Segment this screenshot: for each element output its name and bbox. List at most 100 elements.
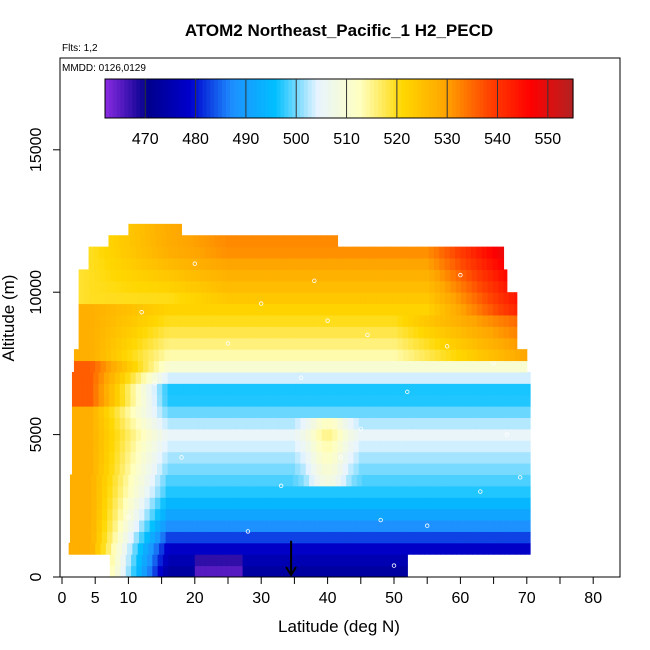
heatmap-cell [128, 485, 135, 498]
colorbar-segment [311, 79, 317, 118]
colorbar-segment [190, 79, 196, 118]
heatmap-cell [186, 485, 193, 498]
heatmap-cell [255, 485, 262, 498]
heatmap-cell [419, 360, 426, 373]
heatmap-cell [296, 326, 303, 339]
heatmap-cell [206, 542, 213, 555]
heatmap-cell [73, 349, 80, 362]
heatmap-cell [417, 258, 424, 270]
heatmap-cell [273, 440, 280, 453]
heatmap-cell [257, 428, 264, 441]
heatmap-cell [411, 440, 418, 453]
heatmap-cell [518, 440, 524, 453]
heatmap-cell [254, 349, 261, 362]
heatmap-cell [227, 292, 234, 305]
heatmap-cell [397, 337, 404, 350]
heatmap-cell [77, 406, 84, 419]
heatmap-cell [189, 246, 196, 259]
heatmap-cell [330, 485, 337, 498]
heatmap-cell [181, 497, 188, 510]
heatmap-cell [263, 417, 269, 430]
heatmap-cell [461, 349, 468, 362]
heatmap-cell [253, 292, 260, 305]
heatmap-cell [401, 565, 408, 578]
heatmap-cell [449, 451, 455, 464]
heatmap-cell [332, 451, 339, 464]
heatmap-cell [434, 326, 441, 339]
heatmap-cell [354, 280, 361, 293]
heatmap-cell [429, 292, 435, 305]
heatmap-cell [491, 417, 498, 430]
heatmap-cell [165, 531, 172, 544]
heatmap-cell [227, 326, 234, 339]
heatmap-cell [135, 406, 142, 419]
heatmap-cell [168, 337, 175, 350]
heatmap-cell [100, 360, 107, 373]
heatmap-cell [390, 417, 397, 430]
heatmap-cell [425, 474, 432, 487]
heatmap-cell [321, 371, 328, 384]
heatmap-cell [526, 485, 531, 498]
heatmap-cell [174, 337, 181, 350]
heatmap-cell [480, 440, 487, 453]
heatmap-cell [279, 406, 285, 419]
heatmap-cell [153, 349, 160, 362]
colorbar-segment [163, 79, 168, 118]
heatmap-cell [318, 360, 325, 373]
heatmap-cell [110, 314, 117, 327]
heatmap-cell [366, 349, 372, 362]
heatmap-cell [505, 508, 512, 521]
heatmap-cell [269, 554, 275, 567]
heatmap-cell [137, 303, 143, 316]
heatmap-cell [526, 531, 531, 544]
heatmap-cell [226, 440, 232, 453]
colorbar-segment [467, 79, 473, 118]
heatmap-cell [338, 337, 345, 350]
heatmap-cell [222, 360, 229, 373]
heatmap-cell [390, 451, 397, 464]
heatmap-cell [200, 565, 206, 578]
heatmap-cell [289, 440, 296, 453]
heatmap-cell [229, 531, 236, 544]
heatmap-cell [450, 292, 457, 305]
heatmap-cell [125, 565, 132, 578]
heatmap-cell [487, 280, 494, 293]
heatmap-cell [268, 428, 275, 441]
heatmap-cell [467, 360, 473, 373]
heatmap-cell [283, 235, 290, 248]
heatmap-cell [176, 474, 183, 487]
heatmap-cell [199, 417, 206, 430]
heatmap-cell [376, 360, 383, 373]
heatmap-cell [279, 417, 285, 430]
heatmap-cell [520, 349, 526, 362]
heatmap-cell [144, 531, 151, 544]
heatmap-cell [482, 269, 489, 282]
heatmap-cell [459, 371, 466, 384]
heatmap-cell [423, 269, 430, 282]
heatmap-cell [101, 497, 108, 510]
heatmap-cell [200, 280, 207, 293]
heatmap-cell [127, 360, 133, 373]
heatmap-cell [381, 280, 388, 293]
heatmap-cell [326, 451, 333, 464]
heatmap-cell [496, 406, 503, 419]
heatmap-cell [406, 440, 413, 453]
heatmap-cell [94, 337, 101, 350]
heatmap-cell [333, 292, 340, 305]
heatmap-cell [407, 258, 414, 270]
heatmap-cell [413, 280, 420, 293]
heatmap-cell [109, 428, 115, 441]
heatmap-cell [295, 246, 302, 259]
heatmap-cell [397, 269, 404, 282]
heatmap-cell [261, 508, 268, 521]
heatmap-cell [296, 292, 303, 305]
heatmap-cell [126, 337, 133, 350]
heatmap-cell [365, 303, 372, 316]
heatmap-cell [383, 474, 390, 487]
heatmap-cell [396, 565, 403, 578]
heatmap-cell [370, 554, 376, 567]
heatmap-cell [131, 554, 137, 567]
heatmap-cell [146, 554, 153, 567]
heatmap-cell [441, 485, 448, 498]
heatmap-cell [386, 326, 393, 339]
